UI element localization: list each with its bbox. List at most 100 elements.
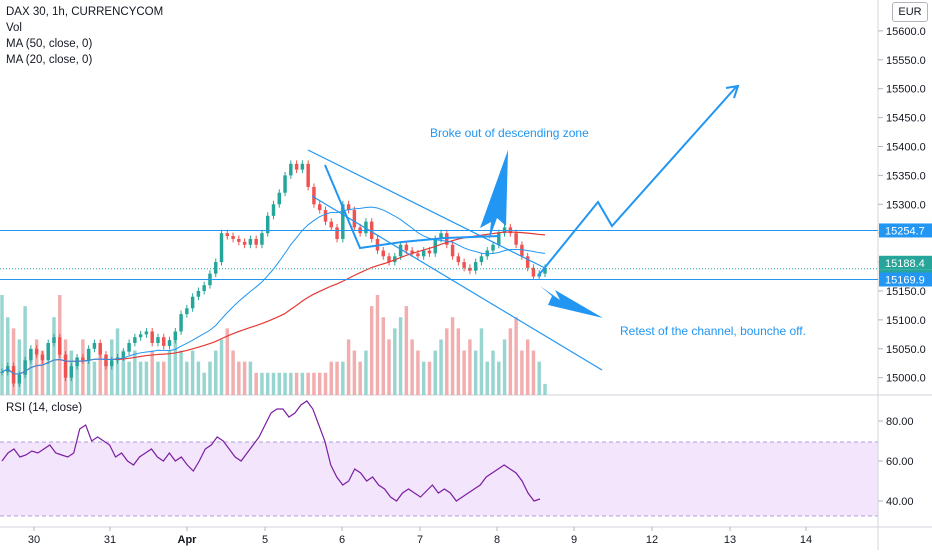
price-badge-label: 15169.9 [885, 274, 925, 286]
volume-bar [179, 350, 183, 395]
time-tick-label: 5 [262, 534, 268, 546]
volume-bar [40, 350, 45, 395]
volume-bar [248, 361, 253, 395]
time-tick-label: 12 [646, 534, 658, 546]
volume-bar [398, 317, 403, 395]
volume-bar [531, 350, 536, 395]
candle-body [416, 253, 420, 257]
volume-bar [283, 372, 287, 395]
candle-body [63, 354, 68, 378]
candle-body [427, 250, 432, 254]
candle-body [110, 360, 114, 367]
candle-body [92, 342, 97, 349]
volume-bar [479, 328, 484, 395]
candle-body [138, 334, 143, 338]
price-tick-label: 15550.0 [886, 55, 926, 67]
candle-body [381, 250, 385, 257]
volume-bar [317, 372, 322, 395]
volume-bar [427, 361, 432, 395]
time-tick-label: 14 [800, 534, 812, 546]
candle-body [462, 262, 466, 268]
rsi-axis[interactable]: 40.00 60.00 80.00 [878, 416, 914, 508]
volume-bar [445, 328, 449, 395]
volume-bar [98, 350, 102, 395]
volume-bar [219, 339, 224, 395]
volume-bar [167, 350, 172, 395]
price-tick-label: 15100.0 [886, 315, 926, 327]
price-tick-label: 15050.0 [886, 344, 926, 356]
volume-bar [6, 317, 10, 395]
volume-bar [52, 317, 56, 395]
symbol-title[interactable]: DAX 30, 1h, CURRENCYCOM [6, 6, 164, 18]
candle-body [468, 267, 472, 271]
candle-body [352, 210, 357, 228]
candle-body [491, 244, 495, 251]
volume-bar [34, 339, 39, 395]
candle-body [445, 233, 449, 245]
channel-upper-line[interactable] [307, 149, 546, 269]
volume-bar [450, 317, 455, 395]
currency-button[interactable]: EUR [892, 2, 928, 22]
candle-body [150, 331, 154, 343]
volume-bar [17, 339, 22, 395]
volume-bar [485, 361, 489, 395]
retest-arrow[interactable] [540, 286, 603, 318]
candle-body [260, 233, 264, 245]
candle-body [40, 354, 45, 361]
volume-bar [144, 361, 149, 395]
ma20-label[interactable]: MA (20, close, 0) [6, 54, 93, 66]
candle-body [341, 204, 345, 239]
volume-bar [208, 361, 212, 395]
candle-body [104, 354, 108, 367]
channel-lower-line[interactable] [311, 195, 603, 371]
candle-body [456, 256, 461, 263]
volume-bar [271, 372, 276, 395]
time-tick-label: Apr [178, 534, 198, 546]
volume-bar [133, 350, 137, 395]
volume-bar [127, 361, 131, 395]
vol-label[interactable]: Vol [6, 22, 22, 34]
volume-bar [75, 361, 79, 395]
volume-bar [156, 361, 160, 395]
candle-body [190, 296, 195, 309]
candle-body [335, 227, 339, 239]
price-axis[interactable]: 15000.015050.015100.015150.015200.015250… [878, 26, 926, 385]
annotation-retest[interactable]: Retest of the channel, bounche off. [620, 324, 806, 338]
candle-body [300, 163, 305, 170]
volume-bar [387, 339, 391, 395]
candle-body [398, 244, 403, 257]
candle-body [450, 244, 455, 257]
candle-body [225, 233, 230, 237]
candle-body [254, 238, 258, 245]
candle-body [520, 244, 524, 257]
time-tick-label: 13 [724, 534, 736, 546]
candle-body [156, 337, 160, 343]
volume-bar [46, 361, 50, 395]
candle-body [219, 233, 224, 263]
candle-body [121, 351, 126, 358]
candle-body [58, 337, 62, 355]
time-tick-label: 30 [28, 534, 40, 546]
price-candles [0, 160, 547, 387]
pattern-zigzag[interactable] [324, 164, 501, 250]
candle-body [202, 285, 206, 291]
candle-body [283, 175, 287, 193]
volume-bar [433, 350, 437, 395]
price-tick-label: 15150.0 [886, 286, 926, 298]
breakout-arrow[interactable] [480, 150, 508, 240]
volume-bar [543, 383, 547, 395]
candle-body [387, 256, 391, 263]
volume-bar [300, 372, 305, 395]
candle-body [162, 337, 166, 346]
price-tick-label: 15450.0 [886, 113, 926, 125]
candle-body [473, 262, 478, 271]
time-axis[interactable]: 30 31 Apr 5 6 7 8 9 12 13 14 [28, 527, 812, 546]
volume-bar [92, 361, 97, 395]
rsi-label[interactable]: RSI (14, close) [6, 402, 83, 414]
volume-bar [525, 339, 530, 395]
annotation-breakout[interactable]: Broke out of descending zone [430, 126, 589, 140]
volume-bar [410, 339, 414, 395]
projection-path[interactable] [537, 85, 738, 277]
ma50-label[interactable]: MA (50, close, 0) [6, 38, 93, 50]
